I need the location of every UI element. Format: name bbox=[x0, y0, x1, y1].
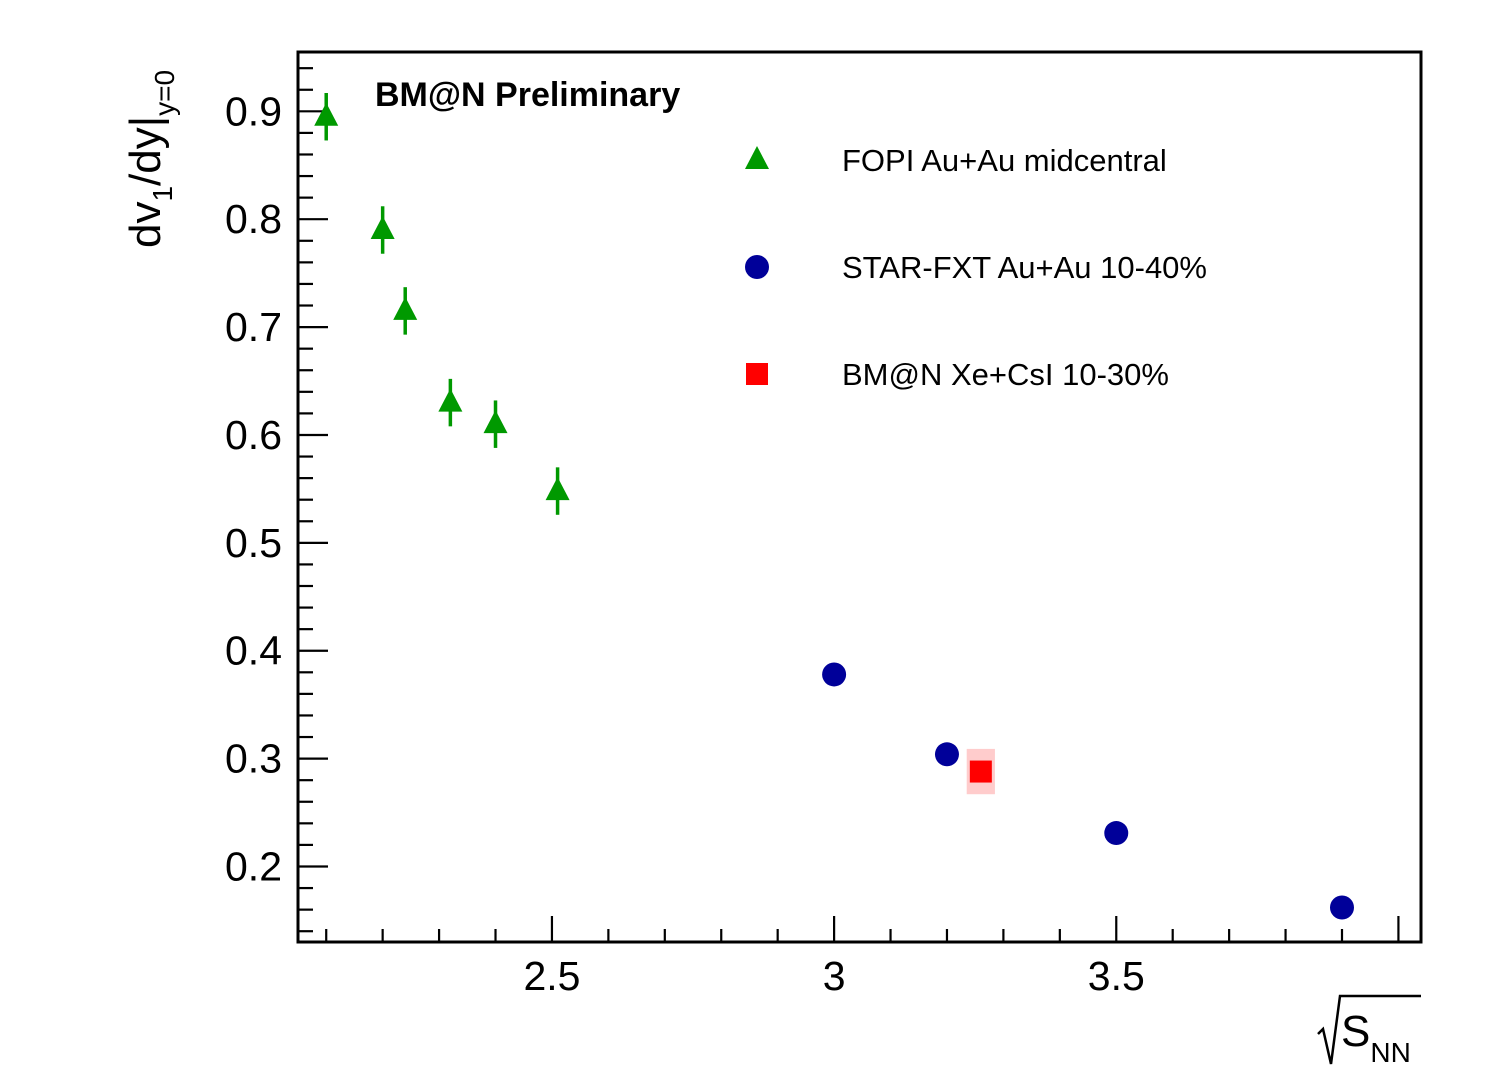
x-axis-label-sub: NN bbox=[1370, 1037, 1410, 1068]
data-point-triangle bbox=[483, 410, 508, 434]
y-axis-label: dv bbox=[121, 202, 170, 248]
data-point-circle bbox=[822, 662, 847, 687]
y-axis-title: dv1/dy|y=0 bbox=[121, 70, 180, 248]
y-axis-label-mid: /dy| bbox=[121, 116, 170, 186]
svg-text:dv1/dy|y=0: dv1/dy|y=0 bbox=[121, 70, 180, 248]
data-point-triangle bbox=[438, 388, 463, 412]
legend-label: FOPI Au+Au midcentral bbox=[842, 143, 1167, 178]
data-point-circle bbox=[1104, 821, 1129, 846]
data-point-square bbox=[969, 760, 992, 783]
data-point-circle bbox=[934, 742, 959, 767]
data-marks bbox=[314, 92, 1354, 920]
data-point-triangle bbox=[393, 296, 418, 320]
legend: FOPI Au+Au midcentral STAR-FXT Au+Au 10-4… bbox=[745, 143, 1207, 392]
data-point-triangle bbox=[370, 216, 395, 239]
legend-label: STAR-FXT Au+Au 10-40% bbox=[842, 250, 1207, 285]
data-point-triangle bbox=[545, 477, 570, 501]
x-axis-title: SNN bbox=[1317, 994, 1421, 1068]
tick-labels: 2.5 3 3.5 0.2 0.3 0.4 0.5 0.6 0.7 0.8 0.9 bbox=[225, 88, 1145, 999]
legend-marker-square bbox=[746, 363, 768, 385]
y-tick-label: 0.9 bbox=[225, 88, 282, 134]
y-axis-label-sub1: 1 bbox=[147, 186, 178, 202]
x-tick-label: 3 bbox=[823, 953, 846, 999]
legend-marker-circle bbox=[745, 255, 769, 279]
legend-marker-triangle bbox=[745, 146, 769, 169]
y-tick-label: 0.3 bbox=[225, 736, 282, 782]
legend-label: BM@N Xe+CsI 10-30% bbox=[842, 357, 1169, 392]
x-tick-label: 2.5 bbox=[523, 953, 580, 999]
y-tick-label: 0.4 bbox=[225, 628, 282, 674]
y-tick-label: 0.5 bbox=[225, 520, 282, 566]
x-tick-label: 3.5 bbox=[1088, 953, 1145, 999]
plot-frame bbox=[296, 50, 1423, 944]
data-point-triangle bbox=[314, 102, 339, 126]
axis-ticks bbox=[298, 67, 1400, 942]
y-axis-label-sub2: y=0 bbox=[149, 70, 180, 116]
y-tick-label: 0.8 bbox=[225, 196, 282, 242]
svg-text:SNN: SNN bbox=[1341, 1007, 1411, 1068]
y-tick-label: 0.7 bbox=[225, 304, 282, 350]
annotation-text: BM@N Preliminary bbox=[375, 76, 680, 114]
y-tick-label: 0.2 bbox=[225, 843, 282, 889]
y-tick-label: 0.6 bbox=[225, 412, 282, 458]
sqrt-icon bbox=[1317, 994, 1421, 1065]
x-axis-label: S bbox=[1341, 1007, 1370, 1056]
data-point-circle bbox=[1329, 895, 1354, 920]
